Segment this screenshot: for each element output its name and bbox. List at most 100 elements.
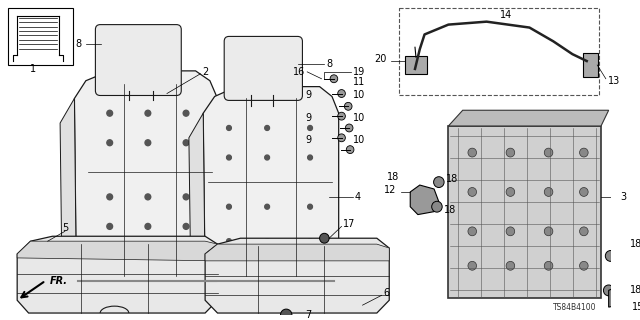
Circle shape (280, 309, 292, 320)
FancyBboxPatch shape (224, 36, 303, 100)
Polygon shape (60, 99, 76, 281)
Circle shape (434, 177, 444, 188)
Circle shape (580, 227, 588, 236)
Circle shape (227, 155, 231, 160)
Circle shape (544, 148, 553, 157)
Circle shape (544, 261, 553, 270)
Circle shape (544, 227, 553, 236)
Bar (399, 8, 599, 94)
Text: FR.: FR. (50, 276, 68, 285)
Text: 18: 18 (630, 239, 640, 249)
Text: 8: 8 (75, 39, 81, 49)
Circle shape (346, 124, 353, 132)
Polygon shape (449, 110, 609, 126)
Circle shape (145, 223, 151, 229)
Circle shape (183, 194, 189, 200)
Circle shape (319, 233, 329, 243)
Circle shape (227, 125, 231, 131)
Polygon shape (205, 238, 389, 313)
Text: 18: 18 (630, 285, 640, 295)
Polygon shape (205, 244, 389, 261)
Circle shape (265, 155, 269, 160)
Polygon shape (17, 236, 218, 313)
Text: 2: 2 (202, 67, 209, 77)
Polygon shape (189, 113, 205, 281)
Text: 1: 1 (30, 64, 36, 74)
Circle shape (580, 261, 588, 270)
Text: 5: 5 (62, 223, 68, 233)
Text: TS84B4100: TS84B4100 (553, 303, 596, 312)
Circle shape (344, 102, 352, 110)
Circle shape (330, 75, 338, 83)
Text: 18: 18 (444, 205, 456, 215)
Circle shape (265, 125, 269, 131)
Text: 3: 3 (620, 192, 627, 202)
Text: 9: 9 (305, 90, 311, 100)
Circle shape (183, 140, 189, 146)
Circle shape (107, 223, 113, 229)
Text: 10: 10 (353, 113, 365, 123)
Text: 16: 16 (293, 67, 305, 77)
Circle shape (506, 227, 515, 236)
Circle shape (145, 110, 151, 116)
Circle shape (265, 204, 269, 209)
FancyBboxPatch shape (583, 53, 598, 77)
Circle shape (605, 251, 616, 261)
Polygon shape (410, 185, 439, 215)
Text: 17: 17 (344, 220, 356, 229)
Text: 6: 6 (383, 288, 390, 298)
Circle shape (308, 155, 312, 160)
Text: 10: 10 (353, 90, 365, 100)
Text: 20: 20 (374, 54, 387, 64)
Text: 8: 8 (326, 59, 332, 69)
Text: 10: 10 (353, 135, 365, 145)
Polygon shape (17, 241, 218, 261)
Circle shape (468, 148, 477, 157)
Circle shape (580, 188, 588, 196)
FancyBboxPatch shape (404, 56, 428, 74)
Circle shape (227, 239, 231, 244)
Polygon shape (609, 287, 620, 307)
Circle shape (107, 194, 113, 200)
Text: 7: 7 (305, 310, 312, 320)
Bar (8, 8, 72, 65)
Circle shape (308, 125, 312, 131)
Circle shape (346, 146, 354, 154)
Circle shape (183, 223, 189, 229)
Text: 18: 18 (445, 174, 458, 184)
Circle shape (506, 148, 515, 157)
Circle shape (265, 239, 269, 244)
Text: 4: 4 (355, 192, 361, 202)
Polygon shape (74, 71, 218, 290)
Circle shape (506, 261, 515, 270)
Circle shape (506, 188, 515, 196)
Circle shape (308, 204, 312, 209)
Polygon shape (204, 87, 339, 290)
Circle shape (145, 194, 151, 200)
Circle shape (308, 239, 312, 244)
Text: 11: 11 (353, 77, 365, 87)
Circle shape (604, 285, 614, 296)
Circle shape (468, 227, 477, 236)
Circle shape (338, 134, 346, 142)
Text: 9: 9 (305, 113, 311, 123)
Text: 14: 14 (499, 10, 512, 20)
Circle shape (338, 112, 346, 120)
Circle shape (107, 110, 113, 116)
Circle shape (432, 201, 442, 212)
Circle shape (183, 110, 189, 116)
Circle shape (468, 188, 477, 196)
Circle shape (227, 204, 231, 209)
Bar (449, 126, 601, 298)
FancyBboxPatch shape (95, 25, 181, 95)
Circle shape (468, 261, 477, 270)
Text: 18: 18 (387, 172, 399, 182)
Circle shape (580, 148, 588, 157)
Text: 19: 19 (353, 67, 365, 77)
Text: 13: 13 (608, 76, 620, 86)
Text: 9: 9 (305, 135, 311, 145)
Circle shape (107, 140, 113, 146)
Text: 12: 12 (383, 185, 396, 195)
Circle shape (544, 188, 553, 196)
Text: 15: 15 (632, 302, 640, 312)
